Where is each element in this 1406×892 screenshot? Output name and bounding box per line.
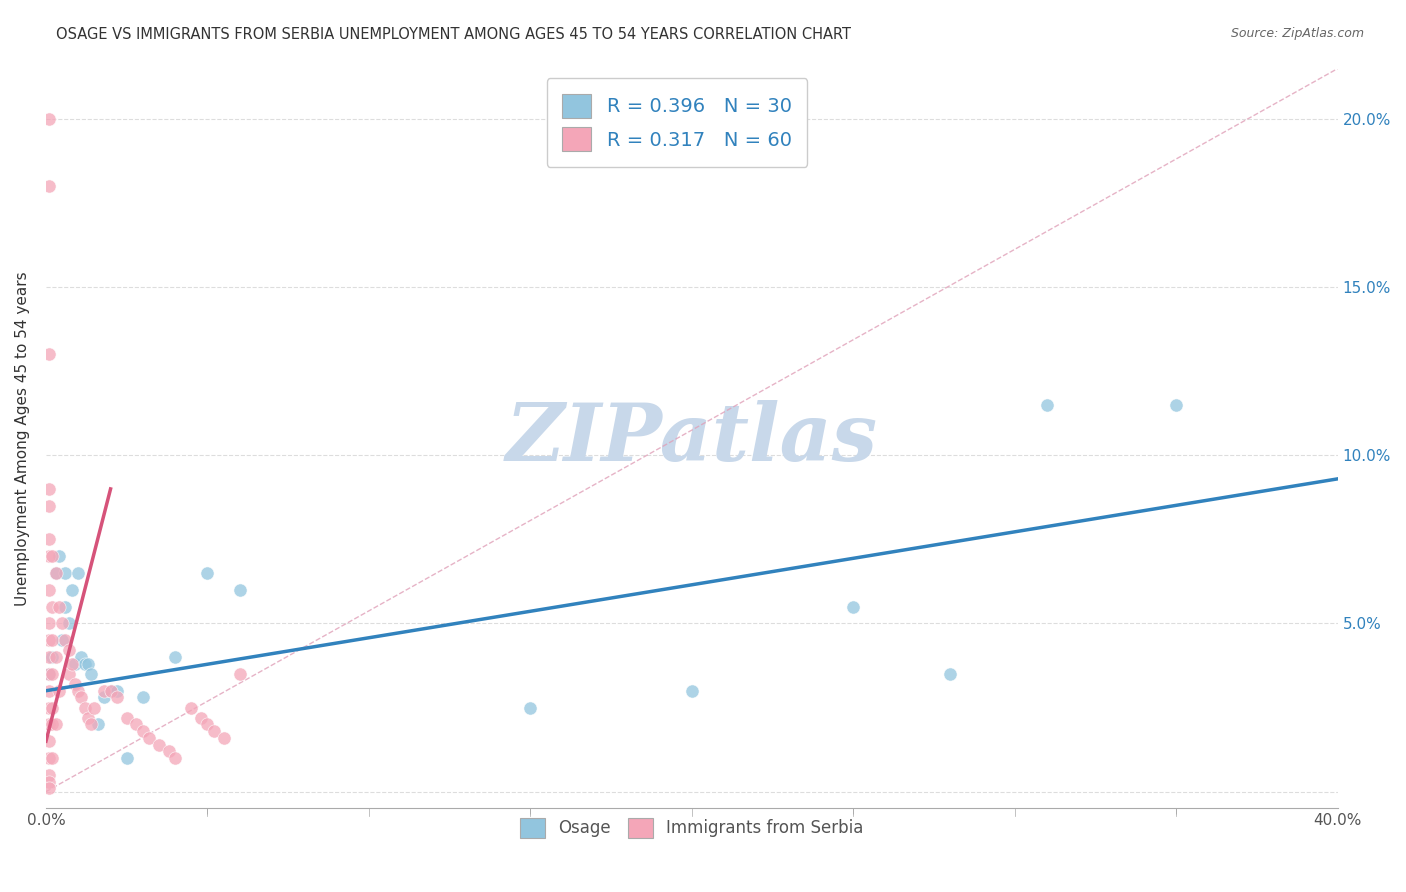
Point	[197, 566, 219, 580]
Point	[77, 657, 100, 671]
Point	[115, 711, 138, 725]
Point	[165, 751, 187, 765]
Point	[132, 690, 155, 705]
Point	[67, 566, 90, 580]
Point	[38, 774, 60, 789]
Point	[38, 633, 60, 648]
Point	[51, 616, 73, 631]
Point	[519, 700, 541, 714]
Point	[41, 751, 63, 765]
Point	[132, 724, 155, 739]
Point	[58, 643, 80, 657]
Legend: Osage, Immigrants from Serbia: Osage, Immigrants from Serbia	[513, 811, 870, 845]
Point	[202, 724, 225, 739]
Point	[86, 717, 108, 731]
Text: Source: ZipAtlas.com: Source: ZipAtlas.com	[1230, 27, 1364, 40]
Point	[41, 599, 63, 614]
Point	[212, 731, 235, 745]
Point	[38, 533, 60, 547]
Point	[41, 700, 63, 714]
Point	[197, 717, 219, 731]
Point	[51, 633, 73, 648]
Point	[60, 657, 83, 671]
Point	[38, 734, 60, 748]
Point	[105, 690, 128, 705]
Point	[80, 667, 103, 681]
Point	[157, 744, 180, 758]
Point	[38, 482, 60, 496]
Point	[100, 683, 122, 698]
Point	[58, 667, 80, 681]
Point	[80, 717, 103, 731]
Point	[60, 582, 83, 597]
Point	[58, 616, 80, 631]
Point	[77, 711, 100, 725]
Point	[229, 667, 252, 681]
Point	[38, 751, 60, 765]
Point	[67, 683, 90, 698]
Point	[38, 781, 60, 796]
Point	[48, 683, 70, 698]
Text: ZIPatlas: ZIPatlas	[506, 400, 877, 477]
Point	[53, 566, 76, 580]
Point	[681, 683, 703, 698]
Point	[48, 549, 70, 564]
Point	[38, 700, 60, 714]
Point	[70, 690, 93, 705]
Point	[100, 683, 122, 698]
Point	[115, 751, 138, 765]
Point	[38, 717, 60, 731]
Point	[105, 683, 128, 698]
Point	[38, 667, 60, 681]
Point	[38, 179, 60, 194]
Point	[83, 700, 105, 714]
Point	[38, 499, 60, 513]
Point	[73, 657, 96, 671]
Point	[93, 690, 115, 705]
Point	[63, 677, 86, 691]
Point	[38, 112, 60, 126]
Point	[38, 549, 60, 564]
Point	[41, 549, 63, 564]
Point	[41, 717, 63, 731]
Point	[38, 683, 60, 698]
Point	[38, 650, 60, 665]
Point	[229, 582, 252, 597]
Point	[38, 582, 60, 597]
Point	[1166, 398, 1188, 412]
Point	[48, 599, 70, 614]
Point	[63, 657, 86, 671]
Point	[138, 731, 160, 745]
Point	[38, 616, 60, 631]
Point	[38, 347, 60, 361]
Point	[41, 633, 63, 648]
Point	[70, 650, 93, 665]
Point	[842, 599, 865, 614]
Point	[53, 599, 76, 614]
Point	[38, 768, 60, 782]
Point	[125, 717, 148, 731]
Point	[53, 633, 76, 648]
Point	[190, 711, 212, 725]
Point	[45, 566, 67, 580]
Point	[1036, 398, 1059, 412]
Point	[45, 650, 67, 665]
Point	[939, 667, 962, 681]
Text: OSAGE VS IMMIGRANTS FROM SERBIA UNEMPLOYMENT AMONG AGES 45 TO 54 YEARS CORRELATI: OSAGE VS IMMIGRANTS FROM SERBIA UNEMPLOY…	[56, 27, 851, 42]
Point	[41, 667, 63, 681]
Point	[148, 738, 170, 752]
Point	[45, 717, 67, 731]
Point	[38, 667, 60, 681]
Point	[180, 700, 202, 714]
Point	[41, 650, 63, 665]
Y-axis label: Unemployment Among Ages 45 to 54 years: Unemployment Among Ages 45 to 54 years	[15, 271, 30, 606]
Point	[165, 650, 187, 665]
Point	[93, 683, 115, 698]
Point	[45, 566, 67, 580]
Point	[73, 700, 96, 714]
